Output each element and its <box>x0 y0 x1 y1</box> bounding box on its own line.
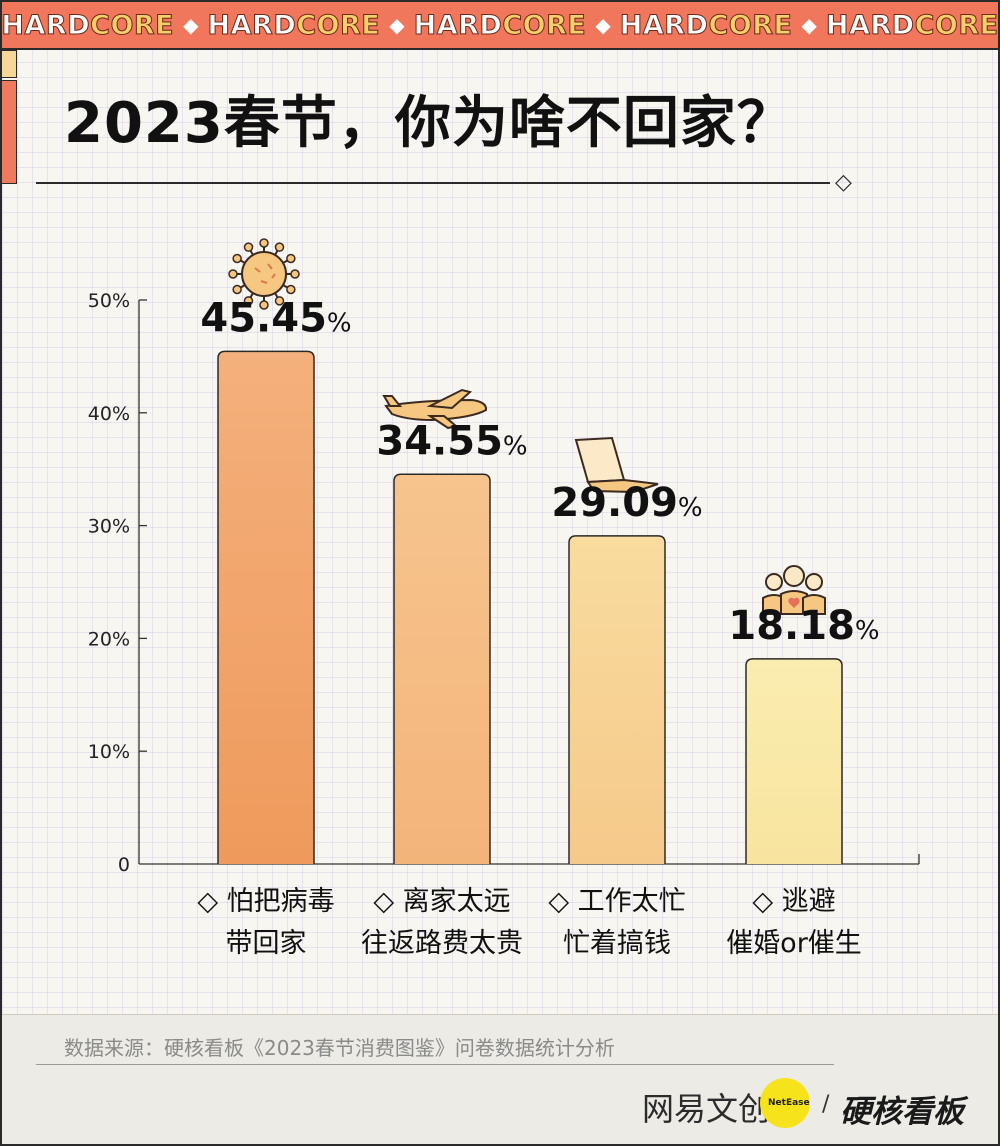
bar <box>745 658 843 864</box>
bar <box>393 473 491 864</box>
value-label: 29.09% <box>551 480 702 526</box>
chart-value-labels: 45.45% 34.55% 29.09% 18.18% <box>200 295 879 649</box>
y-tick-label: 0 <box>118 854 130 876</box>
value-label: 34.55% <box>376 418 527 464</box>
bar <box>568 535 666 864</box>
hardcore-kanban-logo: 硬核看板 <box>840 1094 964 1130</box>
chart-bars <box>217 350 843 864</box>
data-source-note: 数据来源：硬核看板《2023春节消费图鉴》问卷数据统计分析 <box>64 1036 615 1060</box>
airplane-icon <box>382 388 488 430</box>
y-tick-label: 50% <box>88 290 130 312</box>
value-label: 45.45% <box>200 295 351 341</box>
page-title: 2023春节，你为啥不回家？ <box>64 91 794 156</box>
y-tick-label: 20% <box>88 628 130 650</box>
laptop-icon <box>574 436 659 494</box>
category-label: ◇ 离家太远 <box>373 886 510 917</box>
hardcore-banner: HARDCORE ◆ HARDCORE ◆ HARDCORE ◆ HARDCORE ◆ HARD… <box>2 2 998 50</box>
category-label: ◇ 逃避 <box>752 886 835 917</box>
banner-word: HARDCORE <box>619 9 793 41</box>
bar <box>217 350 315 864</box>
banner-diamond: ◆ <box>183 13 199 37</box>
banner-diamond: ◆ <box>389 13 405 37</box>
value-label: 18.18% <box>728 603 879 649</box>
category-label: 带回家 <box>226 928 307 959</box>
category-label: ◇ 怕把病毒 <box>197 886 334 917</box>
side-mark-orange <box>2 80 17 184</box>
category-label: ◇ 工作太忙 <box>548 886 685 917</box>
y-tick-label: 30% <box>88 516 130 538</box>
netease-yellow-dot <box>760 1078 810 1128</box>
source-divider <box>36 1064 834 1065</box>
bar-chart: 0 10% 20% 30% 40% 50% 45.45% 34.55% 29.09% 18.18… <box>88 238 920 959</box>
chart-icons <box>228 238 826 615</box>
logo-separator: / <box>822 1092 830 1117</box>
netease-en-logo: NetEase <box>768 1098 810 1108</box>
y-tick-label: 10% <box>88 741 130 763</box>
banner-word: HARDCORE <box>825 9 998 41</box>
footer <box>2 1014 998 1144</box>
category-label: 催婚or催生 <box>726 928 862 959</box>
title-divider <box>36 182 830 184</box>
y-tick-label: 40% <box>88 403 130 425</box>
banner-word: HARDCORE <box>207 9 381 41</box>
banner-word: HARDCORE <box>2 9 175 41</box>
category-label: 忙着搞钱 <box>563 928 671 959</box>
banner-diamond: ◆ <box>595 13 611 37</box>
banner-word: HARDCORE <box>413 9 587 41</box>
banner-diamond: ◆ <box>801 13 817 37</box>
netease-wenchuang-logo: 网易文创 <box>642 1090 771 1128</box>
family-icon <box>762 565 826 615</box>
category-label: 往返路费太贵 <box>361 928 523 959</box>
side-mark-cream <box>2 50 17 78</box>
title-diamond-ornament: ◇ <box>835 170 852 195</box>
virus-icon <box>228 238 300 310</box>
